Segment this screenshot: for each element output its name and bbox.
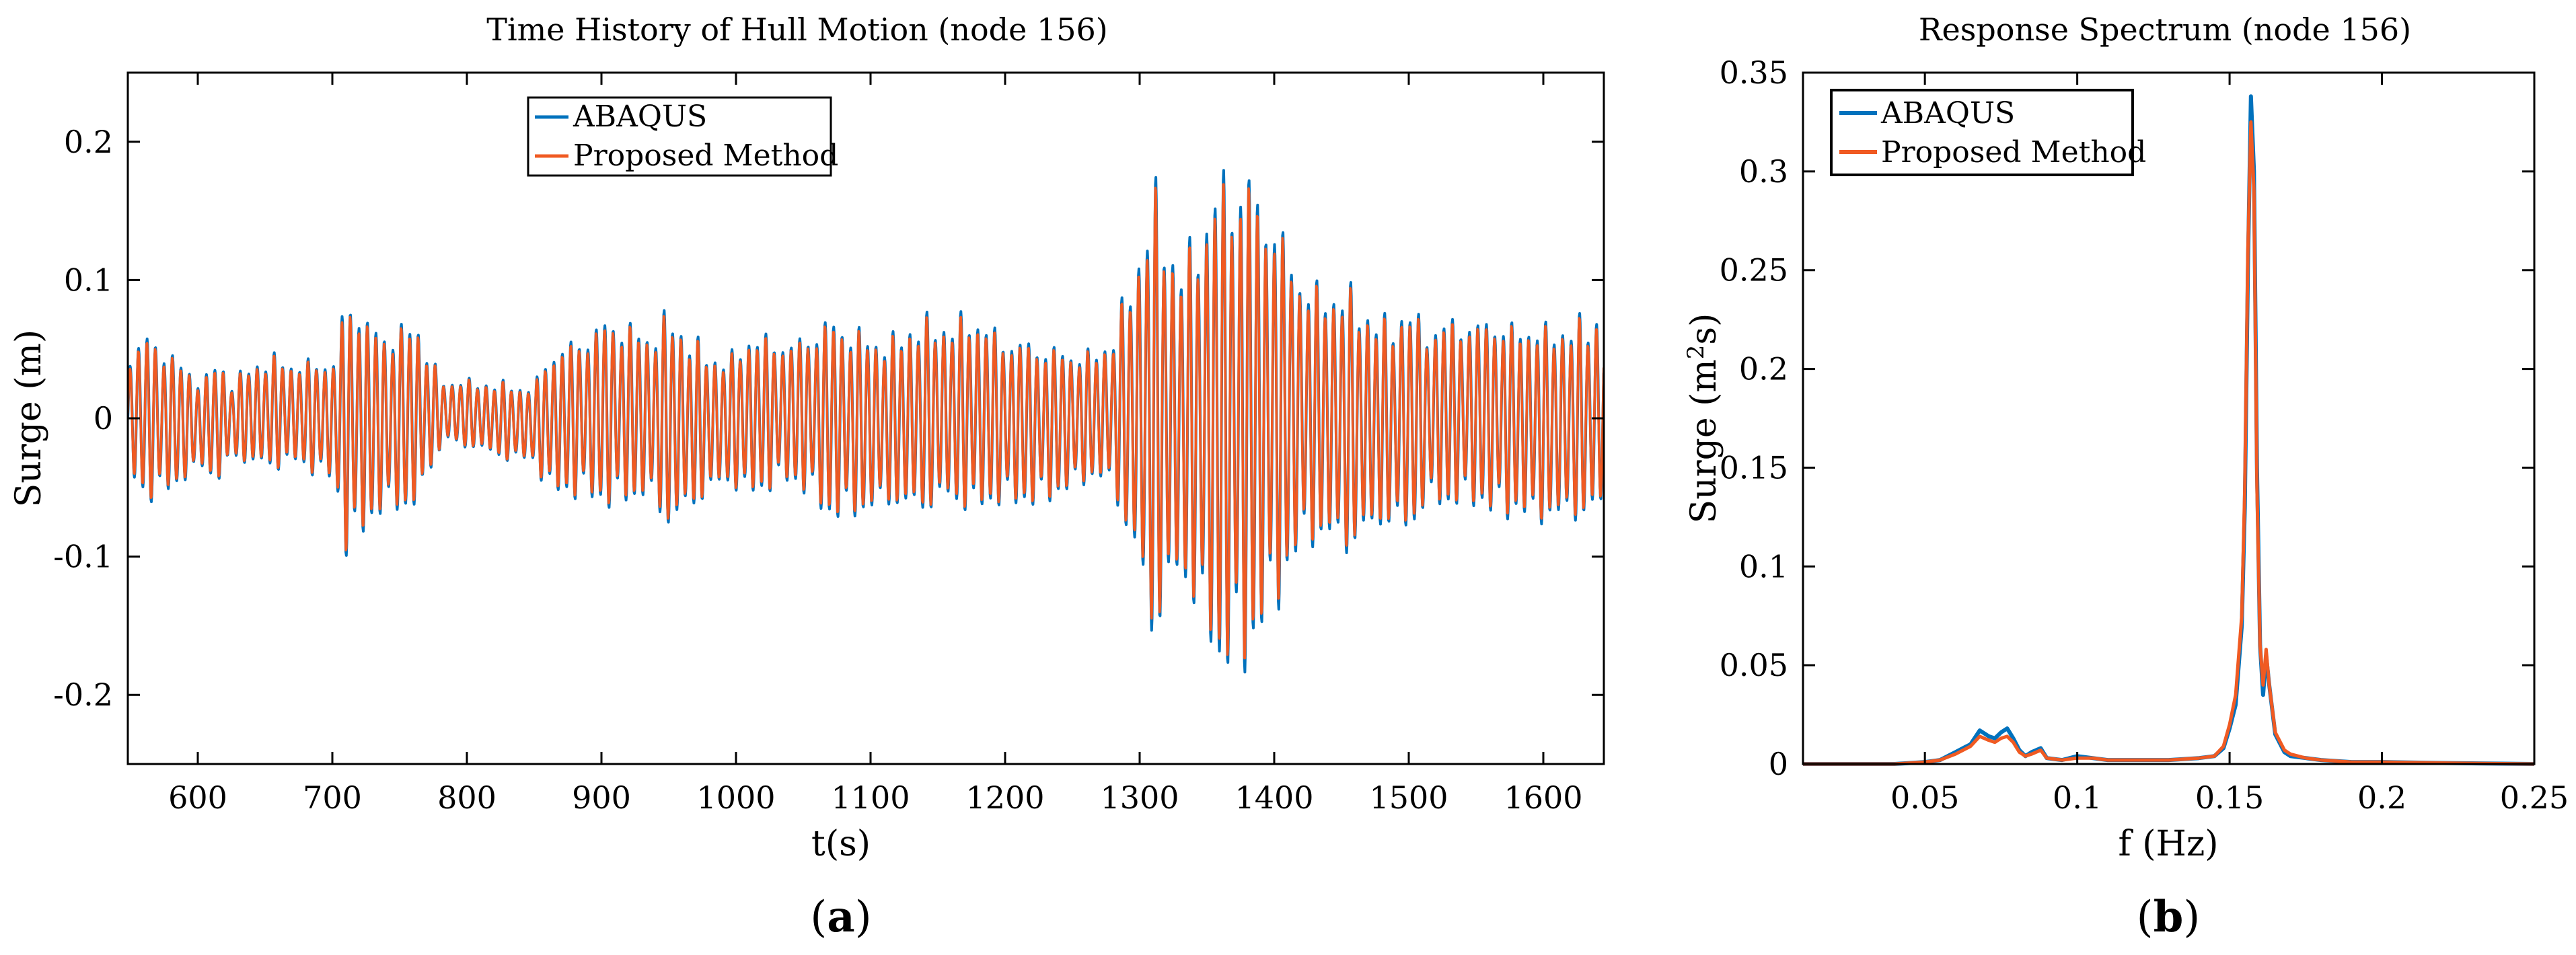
panel-a: Time History of Hull Motion (node 156) 6… — [9, 11, 1605, 942]
chart-a-xtick-label: 1500 — [1369, 779, 1448, 816]
chart-b-xtick-label: 0.25 — [2500, 779, 2569, 816]
chart-b-xlabel: f (Hz) — [2118, 824, 2218, 864]
chart-a-series-proposed — [128, 183, 1604, 660]
chart-b-legend-proposed-label: Proposed Method — [1881, 135, 2146, 169]
chart-a-ylabel: Surge (m) — [9, 330, 49, 507]
chart-b-ytick-label: 0.05 — [1720, 647, 1788, 683]
chart-a-legend-proposed-label: Proposed Method — [573, 139, 838, 173]
chart-b-ytick-label: 0.2 — [1739, 351, 1788, 387]
chart-b-ylabel-sup: 2 — [1683, 345, 1709, 360]
chart-b-xtick-label: 0.2 — [2357, 779, 2406, 816]
chart-b-xtick-label: 0.15 — [2195, 779, 2264, 816]
chart-b-ytick-label: 0.35 — [1720, 54, 1788, 91]
chart-b-legend-box — [1830, 89, 2134, 176]
chart-b-ylabel: Surge (m2s) — [1683, 313, 1724, 524]
chart-b-series-proposed — [1803, 120, 2535, 766]
chart-b-title: Response Spectrum (node 156) — [1919, 11, 2411, 48]
chart-a-ticks: 600 700 800 900 1000 1100 1200 1300 1400 1500 1600… — [53, 73, 1604, 816]
panel-b: Response Spectrum (node 156) 0.05 0.1 0.15… — [1683, 11, 2569, 942]
chart-a-legend-abaqus-label: ABAQUS — [573, 100, 707, 134]
chart-b-series-group — [1803, 94, 2535, 766]
chart-a-ytick-label: 0.1 — [64, 262, 113, 298]
chart-b-xtick-label: 0.05 — [1890, 779, 1959, 816]
panel-b-label: (b) — [2137, 892, 2201, 942]
chart-a-xtick-label: 1300 — [1100, 779, 1179, 816]
chart-a-ytick-label: 0.2 — [64, 124, 113, 160]
chart-b-ylabel-tail: s) — [1684, 313, 1724, 345]
chart-b-series-abaqus — [1803, 94, 2535, 766]
chart-a-xtick-label: 1600 — [1504, 779, 1582, 816]
chart-a-xtick-label: 1000 — [696, 779, 775, 816]
chart-b-xtick-label: 0.1 — [2053, 779, 2102, 816]
chart-b-ytick-label: 0 — [1769, 746, 1788, 782]
chart-b-ytick-label: 0.1 — [1739, 548, 1788, 584]
chart-a-ytick-label: 0 — [94, 400, 113, 436]
chart-b-ylabel-main: Surge (m — [1684, 359, 1724, 523]
chart-b-ticks: 0.05 0.1 0.15 0.2 0.25 0 0.05 0.1 0.15 0.2 0.25 0.3… — [1720, 54, 2569, 816]
chart-a-xlabel: t(s) — [811, 824, 871, 864]
panel-a-label: (a) — [810, 892, 871, 942]
chart-a-xtick-label: 1400 — [1235, 779, 1313, 816]
chart-b-ytick-label: 0.15 — [1720, 449, 1788, 486]
panel-a-letter: a — [827, 892, 854, 942]
chart-a-xtick-label: 800 — [437, 779, 496, 816]
chart-a-xtick-label: 700 — [303, 779, 362, 816]
chart-a-legend: ABAQUS Proposed Method — [527, 96, 838, 177]
chart-a-ytick-label: -0.2 — [53, 677, 113, 713]
chart-a-ytick-label: -0.1 — [53, 539, 113, 575]
chart-a-xtick-label: 600 — [168, 779, 227, 816]
chart-b-ytick-label: 0.25 — [1720, 252, 1788, 289]
chart-b-ytick-label: 0.3 — [1739, 153, 1788, 190]
chart-a-series-group — [128, 169, 1604, 674]
chart-a-xtick-label: 900 — [572, 779, 631, 816]
chart-a-legend-box — [527, 96, 832, 177]
chart-a-xtick-label: 1200 — [965, 779, 1044, 816]
chart-a-xtick-label: 1100 — [831, 779, 910, 816]
chart-b-axes-box — [1802, 71, 2536, 765]
panel-b-letter: b — [2154, 892, 2184, 942]
chart-b-legend-abaqus-label: ABAQUS — [1880, 96, 2015, 130]
chart-a-title: Time History of Hull Motion (node 156) — [486, 11, 1107, 48]
chart-b-legend: ABAQUS Proposed Method — [1830, 89, 2146, 176]
